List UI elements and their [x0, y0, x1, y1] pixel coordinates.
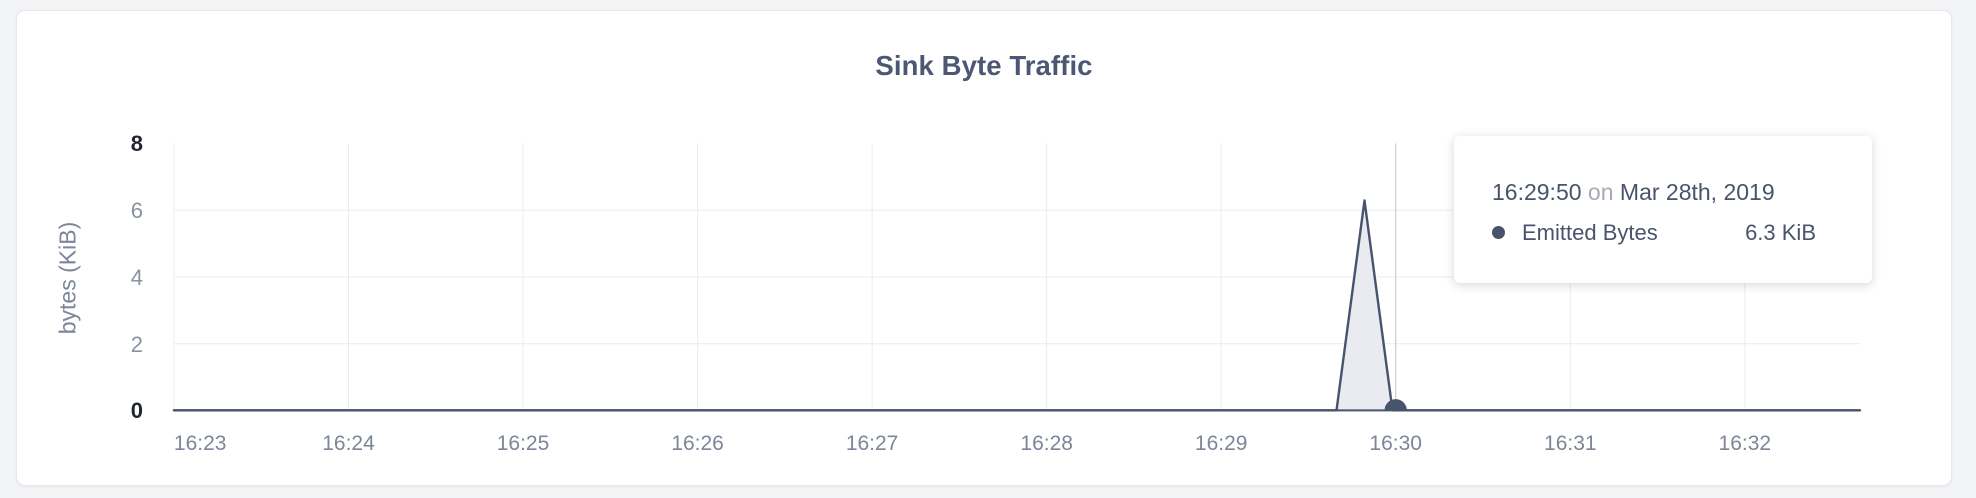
svg-text:0: 0 — [131, 398, 143, 423]
svg-text:16:23: 16:23 — [174, 432, 227, 455]
svg-text:2: 2 — [131, 332, 143, 357]
svg-text:16:27: 16:27 — [846, 432, 899, 455]
svg-text:16:31: 16:31 — [1544, 432, 1597, 455]
svg-text:16:25: 16:25 — [497, 432, 550, 455]
svg-text:6: 6 — [131, 198, 143, 223]
svg-text:8: 8 — [131, 131, 143, 156]
svg-text:16:30: 16:30 — [1369, 432, 1422, 455]
svg-text:16:28: 16:28 — [1020, 432, 1073, 455]
svg-text:16:24: 16:24 — [322, 432, 375, 455]
svg-text:4: 4 — [131, 265, 143, 290]
svg-text:16:26: 16:26 — [671, 432, 724, 455]
svg-text:16:29: 16:29 — [1195, 432, 1248, 455]
svg-text:16:32: 16:32 — [1719, 432, 1772, 455]
